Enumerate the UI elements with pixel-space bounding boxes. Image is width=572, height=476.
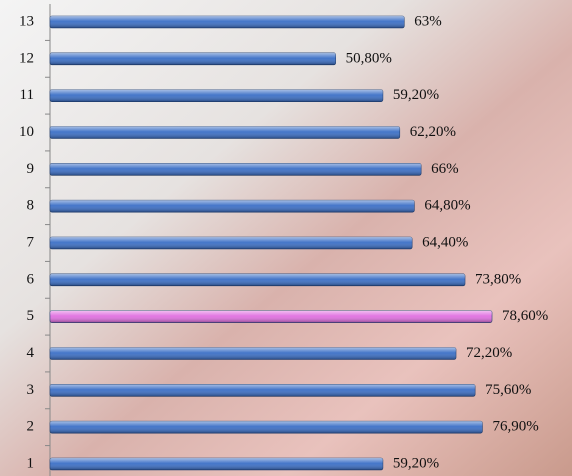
value-label: 62,20%	[410, 124, 456, 140]
bar-shine	[50, 458, 383, 470]
bar-shine	[50, 126, 400, 139]
y-tick-label: 5	[27, 308, 35, 324]
bar-shine	[50, 237, 413, 249]
value-label: 76,90%	[492, 419, 538, 435]
y-tick-label: 11	[20, 87, 34, 103]
value-label: 72,20%	[466, 345, 512, 361]
y-tick-label: 2	[27, 419, 35, 435]
y-tick-label: 4	[27, 345, 35, 361]
value-label: 64,40%	[422, 234, 468, 250]
bar-shine	[50, 163, 422, 176]
y-tick-label: 12	[19, 50, 34, 66]
bar-shine	[50, 310, 492, 323]
value-label: 78,60%	[502, 308, 548, 324]
value-label: 59,20%	[393, 87, 439, 103]
y-tick-label: 13	[19, 13, 34, 29]
y-tick-label: 1	[27, 455, 35, 471]
bar-shine	[50, 89, 383, 102]
bar-shine	[50, 421, 483, 434]
y-tick-label: 6	[27, 271, 35, 287]
bar-shine	[50, 52, 336, 65]
value-label: 73,80%	[475, 271, 521, 287]
bar-shine	[50, 16, 405, 28]
y-tick-label: 3	[27, 382, 35, 398]
value-label: 59,20%	[393, 455, 439, 471]
y-tick-label: 9	[27, 161, 35, 177]
value-label: 50,80%	[346, 50, 392, 66]
value-label: 64,80%	[424, 198, 470, 214]
bar-shine	[50, 347, 457, 360]
bar-shine	[50, 200, 415, 213]
bar-shine	[50, 273, 466, 286]
y-tick-label: 7	[27, 234, 35, 250]
y-tick-label: 8	[27, 198, 35, 214]
value-label: 63%	[414, 13, 442, 29]
bar-shine	[50, 384, 476, 397]
y-tick-label: 10	[19, 124, 34, 140]
value-label: 66%	[431, 161, 459, 177]
value-label: 75,60%	[485, 382, 531, 398]
